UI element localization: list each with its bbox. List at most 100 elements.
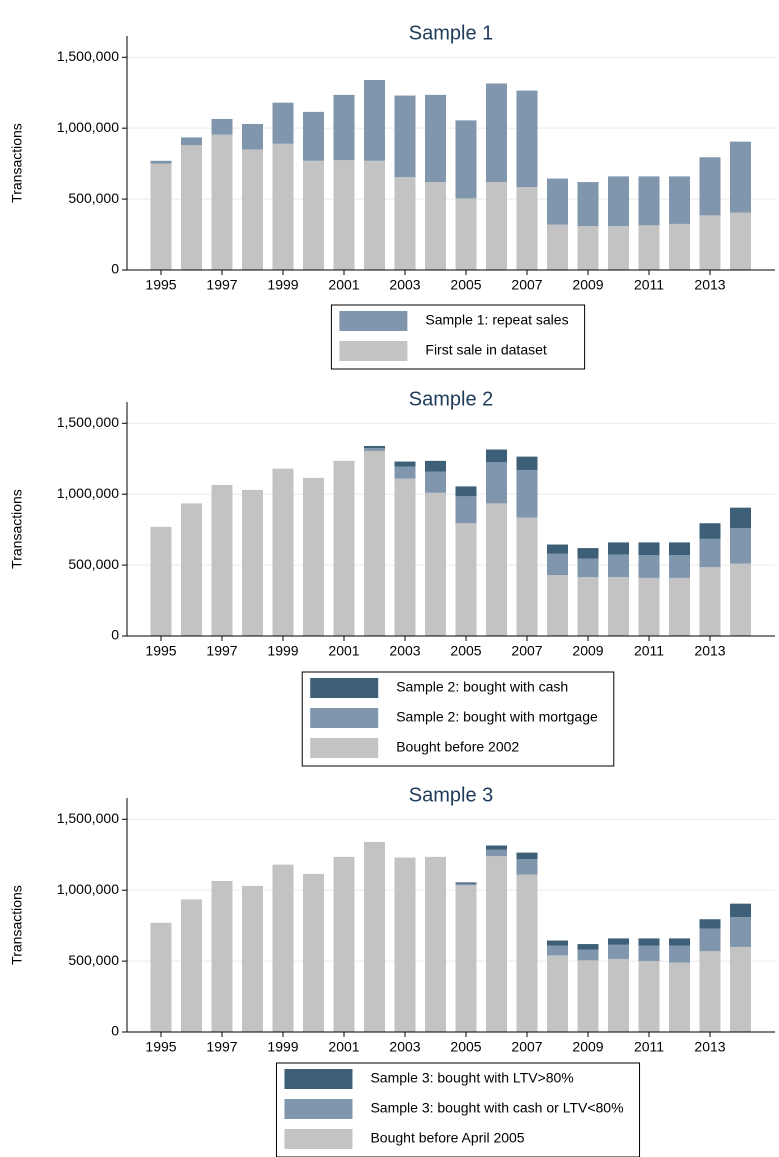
bar <box>516 456 538 471</box>
bar <box>425 856 446 1032</box>
bar <box>699 215 721 270</box>
bar <box>547 940 568 946</box>
x-tick-label: 2013 <box>694 1039 725 1055</box>
bar <box>394 466 416 479</box>
bar <box>242 123 263 150</box>
bar <box>699 567 721 636</box>
bar <box>577 960 599 1032</box>
bar <box>608 944 629 959</box>
bar <box>486 449 507 463</box>
bar <box>577 548 599 559</box>
bar <box>577 577 599 636</box>
bar <box>272 468 294 636</box>
y-axis-label: Transactions <box>9 489 25 569</box>
bar <box>211 134 233 270</box>
bar <box>547 955 568 1032</box>
x-tick-label: 2001 <box>328 277 359 293</box>
x-tick-label: 2001 <box>328 643 359 659</box>
legend-label: Sample 3: bought with cash or LTV<80% <box>370 1100 623 1116</box>
x-tick-label: 1995 <box>145 643 176 659</box>
bar <box>486 182 507 270</box>
y-tick-label: 1,000,000 <box>57 485 119 501</box>
bar <box>730 917 751 947</box>
bar <box>577 949 599 961</box>
bar <box>608 958 629 1032</box>
bar <box>699 538 721 568</box>
bar <box>150 526 172 636</box>
bar <box>516 858 538 875</box>
bar <box>486 462 507 504</box>
legend-label: Sample 1: repeat sales <box>425 312 568 328</box>
bar <box>425 492 446 636</box>
bar <box>730 903 751 918</box>
bar <box>394 857 416 1032</box>
bar <box>211 118 233 135</box>
x-tick-label: 2011 <box>634 1039 664 1055</box>
legend-swatch <box>284 1129 353 1149</box>
bar <box>455 486 477 497</box>
bar <box>425 471 446 493</box>
bar <box>547 224 568 270</box>
bar <box>577 558 599 578</box>
legend-swatch <box>284 1099 353 1119</box>
x-tick-label: 1995 <box>145 1039 176 1055</box>
bar <box>364 79 385 161</box>
x-tick-label: 2005 <box>450 277 481 293</box>
bar <box>181 503 202 636</box>
bar <box>516 470 538 518</box>
bar <box>699 919 721 929</box>
x-tick-label: 2001 <box>328 1039 359 1055</box>
legend-swatch <box>310 678 379 698</box>
x-tick-label: 2005 <box>450 1039 481 1055</box>
bar <box>455 882 477 884</box>
bar <box>516 90 538 188</box>
legend-label: Bought before April 2005 <box>370 1130 524 1146</box>
bar <box>181 899 202 1032</box>
y-tick-label: 0 <box>111 261 119 277</box>
bar <box>394 478 416 636</box>
bar <box>547 553 568 576</box>
bar <box>577 226 599 270</box>
bar <box>638 577 660 636</box>
y-tick-label: 0 <box>111 1023 119 1039</box>
bar <box>272 102 294 144</box>
bar <box>608 176 629 227</box>
bar <box>455 523 477 636</box>
x-tick-label: 2009 <box>572 1039 603 1055</box>
bar <box>364 841 385 1032</box>
bar <box>730 563 751 636</box>
bar <box>486 503 507 636</box>
y-tick-label: 500,000 <box>68 556 119 572</box>
bar <box>730 507 751 529</box>
bar <box>303 477 324 636</box>
bar <box>638 225 660 270</box>
x-tick-label: 1997 <box>206 1039 237 1055</box>
legend-swatch <box>310 738 379 758</box>
bar <box>608 554 629 578</box>
bar <box>211 484 233 636</box>
bar <box>150 163 172 270</box>
bar <box>333 460 355 636</box>
y-axis-label: Transactions <box>9 885 25 965</box>
bar <box>181 137 202 146</box>
bar <box>272 864 294 1032</box>
bar <box>516 517 538 636</box>
x-tick-label: 2007 <box>511 1039 542 1055</box>
bar <box>669 938 690 946</box>
bar <box>486 849 507 857</box>
bar <box>150 922 172 1032</box>
bar <box>730 212 751 270</box>
bar <box>364 445 385 449</box>
bar <box>608 226 629 270</box>
bar <box>455 496 477 524</box>
bar <box>699 523 721 539</box>
bar <box>608 577 629 636</box>
x-tick-label: 1997 <box>206 277 237 293</box>
bar <box>364 450 385 636</box>
legend-label: Sample 2: bought with mortgage <box>396 709 598 725</box>
bar <box>669 945 690 963</box>
x-tick-label: 1999 <box>267 1039 298 1055</box>
bar <box>333 94 355 161</box>
